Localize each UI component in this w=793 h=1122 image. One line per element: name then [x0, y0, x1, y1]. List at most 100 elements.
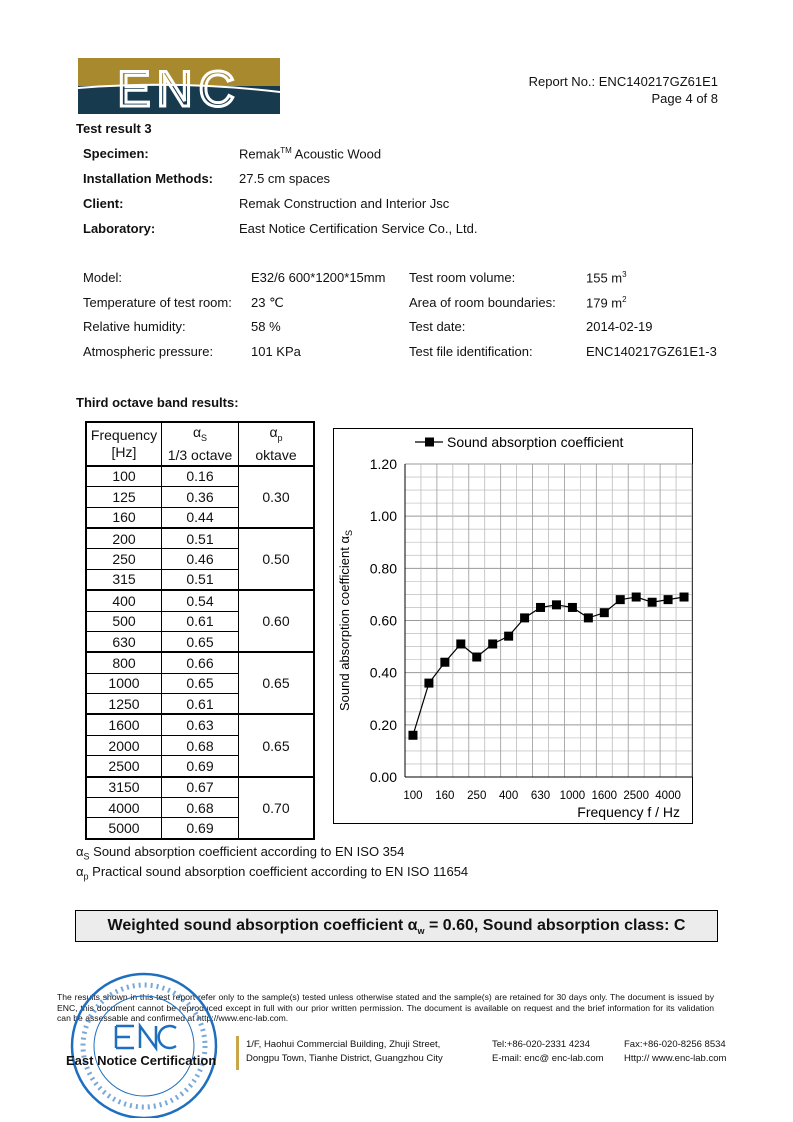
y-tick-label: 0.60: [370, 613, 397, 629]
condition-label: Model:: [83, 270, 123, 285]
data-point: [567, 602, 577, 612]
alpha-s-cell: 0.66: [161, 651, 239, 674]
y-axis-label-sub: S: [344, 530, 354, 536]
info-label: Laboratory:: [83, 221, 156, 236]
condition-value: E32/6 600*1200*15mm: [251, 270, 385, 285]
condition-value-text: ENC140217GZ61E1-3: [586, 343, 717, 359]
alpha-p-cell: 0.30: [238, 464, 315, 529]
frequency-cell: 400: [85, 589, 162, 612]
table-row: 400 0.54 0.60: [85, 589, 315, 653]
frequency-cell: 250: [85, 548, 162, 570]
frequency-cell: 500: [85, 610, 162, 632]
frequency-cell: 1250: [85, 693, 162, 715]
info-value-text: Remak Construction and Interior Jsc: [239, 196, 450, 211]
frequency-cell: 1600: [85, 713, 162, 736]
unit-exponent: 2: [622, 294, 627, 304]
data-point: [504, 631, 514, 641]
alpha-s-cell: 0.51: [161, 526, 239, 550]
data-point: [440, 657, 450, 667]
alpha-s-cell: 0.69: [161, 755, 239, 778]
condition-label: Area of room boundaries:: [409, 294, 556, 310]
data-point: [408, 730, 418, 740]
condition-label: Test room volume:: [409, 270, 516, 285]
data-point: [472, 652, 482, 662]
table-row: 315 0.51: [85, 568, 314, 591]
disclaimer: The results shown in this test report re…: [57, 992, 714, 1023]
table-row: 125 0.36: [85, 486, 314, 508]
y-tick-label: 0.80: [370, 560, 397, 576]
report-number: Report No.: ENC140217GZ61E1: [528, 74, 718, 89]
x-tick-label: 250: [467, 790, 486, 802]
data-point: [424, 678, 434, 688]
results-table: Frequency [Hz] αS 1/3 octave αp oktave 100 0…: [85, 421, 315, 840]
data-point: [647, 597, 657, 607]
condition-value: 179 m2: [586, 295, 627, 310]
alpha-s-cell: 0.54: [161, 589, 239, 612]
footer-divider: [236, 1036, 239, 1070]
condition-value: 23 ℃: [251, 295, 284, 311]
condition-label: Temperature of test room:: [83, 294, 232, 310]
frequency-cell: 5000: [85, 817, 162, 840]
x-tick-label: 1000: [560, 790, 586, 802]
condition-value: ENC140217GZ61E1-3: [586, 344, 717, 359]
info-value-text: East Notice Certification Service Co., L…: [239, 221, 478, 236]
y-tick-label: 0.40: [370, 665, 397, 681]
info-value: 27.5 cm spaces: [239, 171, 330, 186]
note-alpha-s: αS Sound absorption coefficient accordin…: [76, 844, 405, 862]
data-point: [631, 592, 641, 602]
condition-label: Test file identification:: [409, 343, 533, 359]
section-title: Test result 3: [76, 121, 152, 136]
chart-frame: [333, 428, 693, 824]
data-point: [679, 592, 689, 602]
condition-label: Relative humidity:: [83, 319, 186, 334]
alpha-s-cell: 0.63: [161, 713, 239, 736]
condition-value: 58 %: [251, 319, 281, 334]
data-point: [551, 600, 561, 610]
y-tick-label: 1.20: [370, 456, 397, 472]
x-tick-label: 100: [403, 790, 422, 802]
footer-website[interactable]: Http:// www.enc-lab.com: [624, 1053, 727, 1064]
alpha-s-cell: 0.68: [161, 734, 239, 757]
info-value: RemakTM Acoustic Wood: [239, 146, 381, 161]
enc-logo: ENC: [78, 58, 280, 114]
condition-value-text: 58 %: [251, 319, 281, 334]
alpha-s-cell: 0.65: [161, 630, 239, 653]
footer-tel: Tel:+86-020-2331 4234: [492, 1039, 590, 1050]
footer-email[interactable]: E-mail: enc@ enc-lab.com: [492, 1053, 604, 1064]
x-axis-label: Frequency f / Hz: [577, 804, 680, 820]
y-tick-label: 1.00: [370, 508, 397, 524]
header-alpha-s: αS 1/3 octave: [161, 421, 239, 467]
y-axis-label-text: Sound absorption coefficient α: [337, 536, 352, 711]
header-alpha-p: αp oktave: [238, 421, 315, 467]
frequency-cell: 1000: [85, 672, 162, 695]
data-point: [583, 613, 593, 623]
table-row: 800 0.66 0.65: [85, 651, 315, 715]
unit-exponent: 3: [622, 270, 627, 279]
info-value-text: Remak: [239, 146, 281, 162]
alpha-p-cell: 0.50: [238, 526, 315, 591]
frequency-cell: 200: [85, 526, 162, 550]
frequency-cell: 800: [85, 651, 162, 674]
x-tick-label: 160: [435, 790, 454, 802]
condition-value: 2014-02-19: [586, 319, 653, 334]
info-value: East Notice Certification Service Co., L…: [239, 221, 477, 236]
condition-value-text: 155 m: [586, 270, 623, 286]
table-row: 4000 0.68: [85, 797, 314, 819]
footer-address-2: Dongpu Town, Tianhe District, Guangzhou …: [246, 1053, 443, 1064]
frequency-cell: 2500: [85, 755, 162, 778]
condition-value: 101 KPa: [251, 344, 301, 359]
data-point: [615, 595, 625, 605]
table-row: 200 0.51 0.50: [85, 526, 315, 591]
info-label: Specimen:: [83, 146, 149, 161]
alpha-p-cell: 0.70: [238, 775, 315, 840]
alpha-s-cell: 0.36: [161, 486, 239, 508]
frequency-cell: 100: [85, 464, 162, 488]
header-frequency: Frequency [Hz]: [85, 421, 162, 467]
certification-stamp: [70, 972, 218, 1118]
alpha-s-cell: 0.69: [161, 817, 239, 840]
condition-value-text: 101 KPa: [251, 343, 301, 359]
alpha-s-cell: 0.46: [161, 548, 239, 570]
y-tick-label: 0.20: [370, 717, 397, 733]
table-row: 1000 0.65: [85, 672, 314, 695]
alpha-s-cell: 0.61: [161, 610, 239, 632]
